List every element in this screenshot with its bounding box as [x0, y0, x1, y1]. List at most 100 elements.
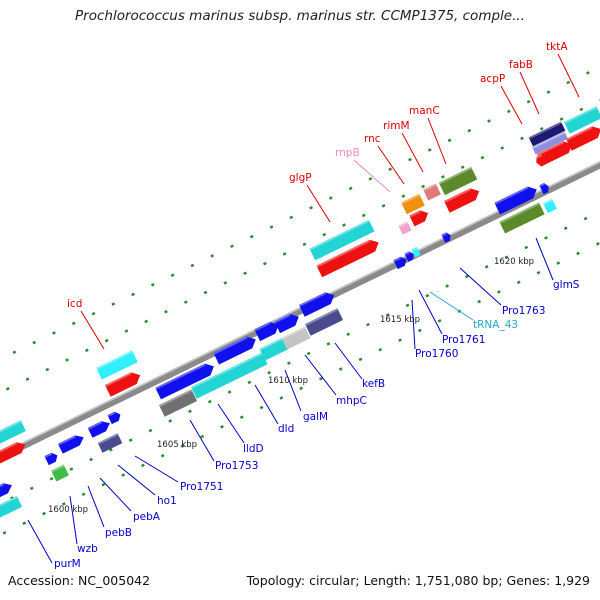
gene-label-kefB[interactable]: kefB — [362, 378, 385, 390]
gene-label-pebA[interactable]: pebA — [133, 511, 161, 523]
gene-label-glmS[interactable]: glmS — [553, 279, 580, 291]
gene-label-wzb[interactable]: wzb — [77, 543, 98, 555]
gene-feature-red-3[interactable] — [536, 138, 575, 166]
gene-feature-red-4[interactable] — [565, 123, 600, 151]
gene-feature-red-small[interactable] — [533, 154, 547, 167]
leader-acpP — [500, 85, 523, 125]
tick-r0 — [52, 331, 56, 335]
gene-label-tRNA_43[interactable]: tRNA_43 — [473, 319, 518, 331]
gene-feature-blue-3[interactable] — [87, 418, 113, 438]
gene-label-galM[interactable]: galM — [303, 411, 328, 423]
gene-label-manC[interactable]: manC — [409, 105, 440, 117]
gene-label-rimM[interactable]: rimM — [383, 120, 410, 132]
gene-label-tktA[interactable]: tktA — [546, 41, 568, 53]
gene-label-acpP[interactable]: acpP — [480, 73, 505, 85]
gene-feature-glmS-blue[interactable] — [494, 184, 539, 215]
tick-r1 — [361, 213, 366, 218]
kbp-label-1615: 1615 kbp — [380, 315, 420, 325]
tick-r1 — [65, 358, 69, 362]
gene-feature-small-blue-1[interactable] — [44, 451, 59, 466]
gene-feature-cyan-3[interactable] — [222, 352, 268, 384]
kbp-label-1605: 1605 kbp — [157, 440, 197, 450]
gene-label-rnpB[interactable]: rnpB — [335, 147, 360, 159]
gene-feature-blue-2[interactable] — [57, 432, 86, 454]
gene-label-fabB[interactable]: fabB — [509, 59, 533, 71]
gene-feature-left-cyan[interactable] — [0, 420, 26, 446]
gene-feature-cyan-2[interactable] — [190, 371, 230, 399]
gene-label-glgP[interactable]: glgP — [289, 172, 312, 184]
gene-feature-manC-red[interactable] — [443, 185, 482, 213]
leader-mhpC — [304, 354, 337, 396]
gene-feature-blue-4[interactable] — [107, 410, 122, 425]
gene-feature-glgP-red[interactable] — [316, 237, 381, 278]
gene-label-Pro1760[interactable]: Pro1760 — [415, 348, 458, 360]
tick-r2 — [69, 467, 74, 471]
gene-label-dld[interactable]: dld — [278, 423, 294, 435]
gene-feature-small-blue-5[interactable] — [393, 255, 408, 270]
gene-feature-small-blue-8[interactable] — [539, 182, 551, 195]
gene-label-mhpC[interactable]: mhpC — [336, 395, 367, 407]
gene-feature-lightgray[interactable] — [281, 326, 311, 350]
gene-feature-glmS-olive[interactable] — [499, 202, 545, 234]
tick-r1 — [203, 290, 208, 295]
gene-label-Pro1761[interactable]: Pro1761 — [442, 334, 485, 346]
tick-r1 — [440, 175, 445, 179]
gene-feature-rnc[interactable] — [401, 193, 425, 215]
gene-feature-blue-9[interactable] — [298, 289, 337, 317]
tick-r2 — [168, 419, 173, 423]
tick-r0 — [408, 157, 412, 162]
gene-feature-left-cyan-2[interactable] — [0, 496, 23, 520]
gene-feature-green[interactable] — [51, 464, 69, 482]
gene-feature-blue-7[interactable] — [254, 319, 281, 342]
gene-feature-rnpB[interactable] — [398, 221, 412, 235]
gene-label-pebB[interactable]: pebB — [105, 527, 132, 539]
map-title: Prochlorococcus marinus subsp. marinus s… — [75, 8, 525, 24]
tick-r3 — [477, 299, 482, 304]
gene-feature-blue-5[interactable] — [155, 361, 216, 400]
leader-ho1 — [117, 464, 156, 496]
gene-feature-blue-8[interactable] — [274, 311, 301, 334]
gene-feature-blue-6[interactable] — [213, 334, 258, 365]
gene-label-lldD[interactable]: lldD — [243, 443, 264, 455]
gene-feature-ltcyan-2[interactable] — [543, 198, 557, 214]
gene-feature-navy-2[interactable] — [304, 308, 344, 336]
gene-feature-icd-cyan[interactable] — [96, 350, 138, 380]
gene-feature-fabB[interactable] — [532, 131, 568, 155]
tick-r0 — [388, 167, 393, 171]
gene-feature-gray-1[interactable] — [158, 389, 198, 417]
gene-feature-manC-olive[interactable] — [438, 166, 478, 196]
tick-r1 — [223, 281, 228, 285]
tick-r0 — [131, 292, 135, 297]
tick-r1 — [421, 184, 425, 189]
gene-feature-small-blue-6[interactable] — [404, 250, 415, 262]
gene-feature-trna[interactable] — [411, 246, 421, 258]
gene-label-ho1[interactable]: ho1 — [157, 495, 177, 507]
gene-feature-small-blue-7[interactable] — [441, 231, 452, 243]
tick-r2 — [108, 448, 113, 452]
gene-feature-navy-1[interactable] — [97, 433, 123, 453]
leader-galM — [284, 369, 302, 412]
gene-label-Pro1763[interactable]: Pro1763 — [502, 305, 545, 317]
gene-label-Pro1753[interactable]: Pro1753 — [215, 460, 258, 472]
tick-r3 — [417, 328, 422, 333]
gene-label-purM[interactable]: purM — [54, 558, 81, 570]
gene-feature-salmon[interactable] — [423, 183, 441, 201]
gene-feature-rimM[interactable] — [409, 208, 430, 227]
leader-Pro1751 — [134, 455, 179, 483]
gene-label-rnc[interactable]: rnc — [364, 133, 381, 145]
tick-r1 — [84, 348, 89, 353]
gene-feature-left-blue[interactable] — [0, 480, 14, 500]
gene-feature-acpP[interactable] — [528, 121, 566, 147]
tick-r3 — [576, 251, 580, 256]
gene-feature-left-red[interactable] — [0, 439, 28, 465]
tick-r2 — [385, 313, 390, 317]
gene-feature-glgP-cyan[interactable] — [309, 219, 375, 261]
gene-feature-tktA-cyan[interactable] — [563, 106, 600, 134]
gene-label-Pro1751[interactable]: Pro1751 — [180, 481, 223, 493]
tick-r1 — [164, 309, 168, 314]
leader-Pro1760 — [411, 299, 416, 350]
gene-label-icd[interactable]: icd — [67, 298, 82, 310]
gene-feature-cyan-4[interactable] — [259, 337, 289, 361]
tick-r3 — [259, 405, 264, 410]
gene-feature-icd-red[interactable] — [104, 369, 143, 397]
